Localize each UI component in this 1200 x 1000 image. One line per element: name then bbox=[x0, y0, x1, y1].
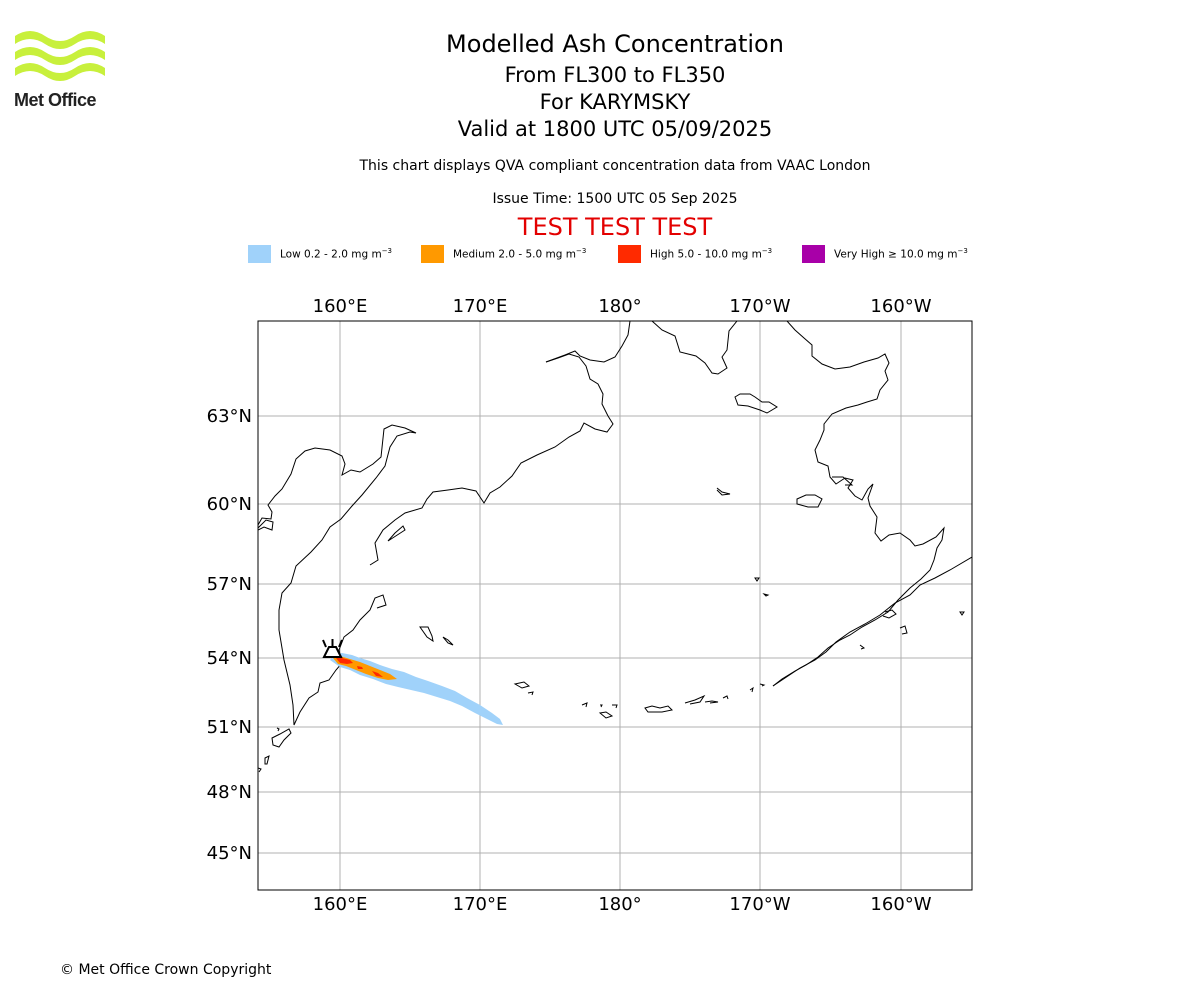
lon-label-bottom: 160°W bbox=[870, 894, 931, 915]
lon-label-top: 180° bbox=[598, 296, 641, 317]
volcano-name: For KARYMSKY bbox=[539, 90, 691, 114]
map-gridlines bbox=[258, 321, 972, 890]
chukotka-coast bbox=[545, 321, 631, 363]
legend-swatch-medium bbox=[421, 244, 444, 263]
okhotsk-coast bbox=[387, 525, 406, 542]
legend-swatch-very-high bbox=[802, 244, 825, 263]
legend-swatch-high bbox=[618, 244, 641, 263]
valid-time: Valid at 1800 UTC 05/09/2025 bbox=[457, 117, 773, 141]
axis-labels: 160°E 170°E 180° 170°W 160°W 160°E 170°E… bbox=[207, 296, 932, 915]
legend-label-high: High 5.0 - 10.0 mg m bbox=[650, 248, 762, 261]
copyright-notice: © Met Office Crown Copyright bbox=[60, 962, 272, 978]
met-office-waves-icon bbox=[15, 31, 105, 81]
legend-label-medium: Medium 2.0 - 5.0 mg m bbox=[453, 248, 576, 261]
lat-label: 54°N bbox=[207, 648, 252, 669]
ash-plume bbox=[330, 653, 503, 725]
flight-levels: From FL300 to FL350 bbox=[504, 63, 726, 87]
lon-label-bottom: 170°E bbox=[453, 894, 508, 915]
lon-label-bottom: 160°E bbox=[313, 894, 368, 915]
legend-swatch-low bbox=[248, 244, 271, 263]
lat-label: 48°N bbox=[207, 782, 252, 803]
aleutian-islands bbox=[644, 705, 674, 713]
legend-item-low: Low 0.2 - 2.0 mg m−3 bbox=[248, 244, 392, 263]
legend-item-medium: Medium 2.0 - 5.0 mg m−3 bbox=[421, 244, 586, 263]
legend-label-low: Low 0.2 - 2.0 mg m bbox=[280, 248, 382, 261]
lon-label-top: 160°E bbox=[313, 296, 368, 317]
lon-label-top: 160°W bbox=[870, 296, 931, 317]
legend-item-high: High 5.0 - 10.0 mg m−3 bbox=[618, 244, 772, 263]
lat-label: 57°N bbox=[207, 574, 252, 595]
lon-label-top: 170°E bbox=[453, 296, 508, 317]
volcano-icon bbox=[322, 639, 343, 658]
test-banner: TEST TEST TEST bbox=[517, 213, 713, 241]
kamchatka-coast bbox=[258, 424, 417, 726]
kuril-islands bbox=[271, 728, 292, 748]
chart-title: Modelled Ash Concentration bbox=[446, 30, 784, 58]
lat-label: 63°N bbox=[207, 406, 252, 427]
issue-time: Issue Time: 1500 UTC 05 Sep 2025 bbox=[492, 191, 738, 207]
logo-text: Met Office bbox=[14, 90, 97, 110]
lon-label-bottom: 180° bbox=[598, 894, 641, 915]
alaska-coast bbox=[651, 321, 738, 375]
coastlines bbox=[258, 321, 972, 773]
met-office-logo bbox=[12, 28, 112, 112]
lat-label: 51°N bbox=[207, 717, 252, 738]
legend-item-very-high: Very High ≥ 10.0 mg m−3 bbox=[802, 244, 968, 263]
legend-label-very-high: Very High ≥ 10.0 mg m bbox=[834, 248, 958, 261]
lat-label: 45°N bbox=[207, 843, 252, 864]
lon-label-bottom: 170°W bbox=[729, 894, 790, 915]
lon-label-top: 170°W bbox=[729, 296, 790, 317]
map-frame bbox=[257, 320, 973, 891]
lat-label: 60°N bbox=[207, 494, 252, 515]
ash-high bbox=[336, 658, 353, 664]
chart-subtitle: This chart displays QVA compliant concen… bbox=[359, 158, 871, 174]
